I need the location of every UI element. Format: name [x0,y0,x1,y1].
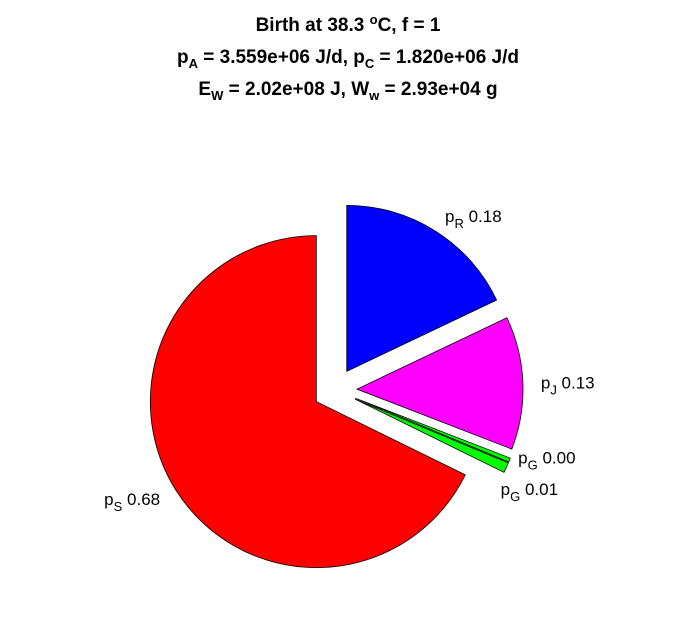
pie-label-sub: G [510,489,520,504]
title-line-3: EW = 2.02e+08 J, Ww = 2.93e+04 g [0,74,696,106]
pie-label-ps-4: pS 0.68 [104,490,160,514]
pie-label-value: 0.68 [122,490,160,509]
title-ew-value: = 2.02e+08 J, [223,79,352,100]
title-pc-main: p [353,47,365,68]
pie-label-sub: R [454,216,463,231]
pie-label-sub: S [114,499,123,514]
pie-label-main: p [501,480,510,499]
title-birth-text: Birth at 38.3 [255,15,370,36]
title-ww-value: = 2.93e+04 g [379,79,498,100]
pie-label-value: 0.18 [464,207,502,226]
title-pc-value: = 1.820e+06 J/d [374,47,520,68]
title-ww-main: W [351,79,370,100]
pie-label-pr-0: pR 0.18 [445,207,502,231]
title-ew-main: E [198,79,212,100]
title-pa-value: = 3.559e+06 J/d, [197,47,354,68]
pie-label-main: p [104,490,113,509]
pie-label-main: p [445,207,454,226]
pie-label-pg-2: pG 0.00 [518,449,575,473]
title-ew-sub: W [211,88,224,103]
pie-label-value: 0.13 [557,373,595,392]
pie-slice-pg-3 [354,398,509,473]
pie-slice-pj-1 [355,317,524,450]
pie-label-main: p [541,373,550,392]
title-birth-rest: C, f = 1 [377,15,441,36]
pie-label-pg-3: pG 0.01 [501,480,558,504]
title-degree-sup: o [369,12,378,27]
pie-label-sub: J [550,382,557,397]
title-pa-sub: A [188,56,198,71]
title-line-2: pA = 3.559e+06 J/d, pC = 1.820e+06 J/d [0,42,696,74]
pie-slice-pr-0 [346,204,498,373]
pie-label-main: p [518,449,527,468]
title-pc-sub: C [364,56,375,71]
pie-slice-ps-4 [149,235,466,569]
pie-label-value: 0.00 [538,449,576,468]
pie-slice-pg-2 [355,397,511,463]
title-pa-main: p [176,47,189,68]
pie-label-sub: G [528,458,538,473]
title-line-1: Birth at 38.3 oC, f = 1 [0,10,696,42]
pie-label-value: 0.01 [520,480,558,499]
chart-title: Birth at 38.3 oC, f = 1 pA = 3.559e+06 J… [0,10,696,106]
title-ww-sub: w [369,88,380,103]
pie-label-pj-1: pJ 0.13 [541,373,595,397]
